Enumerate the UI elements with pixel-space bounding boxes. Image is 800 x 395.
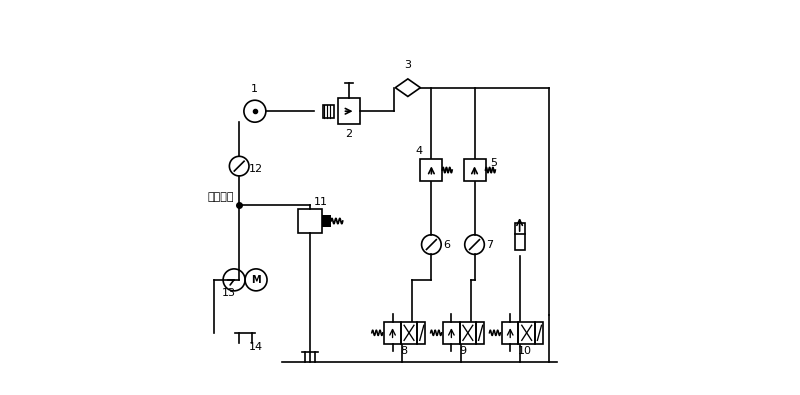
Text: 5: 5 [490,158,498,168]
Bar [460,322,476,344]
Bar [401,322,418,344]
Text: 3: 3 [404,60,411,70]
Bar [476,322,484,344]
Bar [420,159,442,181]
Text: 13: 13 [222,288,235,297]
Text: 4: 4 [416,147,423,156]
Text: 11: 11 [314,198,328,207]
Bar [322,105,334,118]
Bar [298,209,322,233]
Text: 12: 12 [249,164,263,174]
Text: 7: 7 [486,241,494,250]
Bar [443,322,460,344]
Text: M: M [251,275,261,285]
Text: 10: 10 [518,346,532,356]
Bar [322,215,331,227]
Text: 8: 8 [400,346,407,356]
Bar [384,322,401,344]
Text: 9: 9 [459,346,466,356]
Bar [535,322,543,344]
Bar [514,223,525,250]
Text: 14: 14 [249,342,263,352]
Text: 1: 1 [251,84,258,94]
Bar [463,159,486,181]
Text: 至加注枪: 至加注枪 [208,192,234,203]
Bar [338,98,360,124]
Text: 6: 6 [443,241,450,250]
Bar [502,322,518,344]
Text: 2: 2 [345,129,352,139]
Bar [418,322,426,344]
Bar [518,322,535,344]
